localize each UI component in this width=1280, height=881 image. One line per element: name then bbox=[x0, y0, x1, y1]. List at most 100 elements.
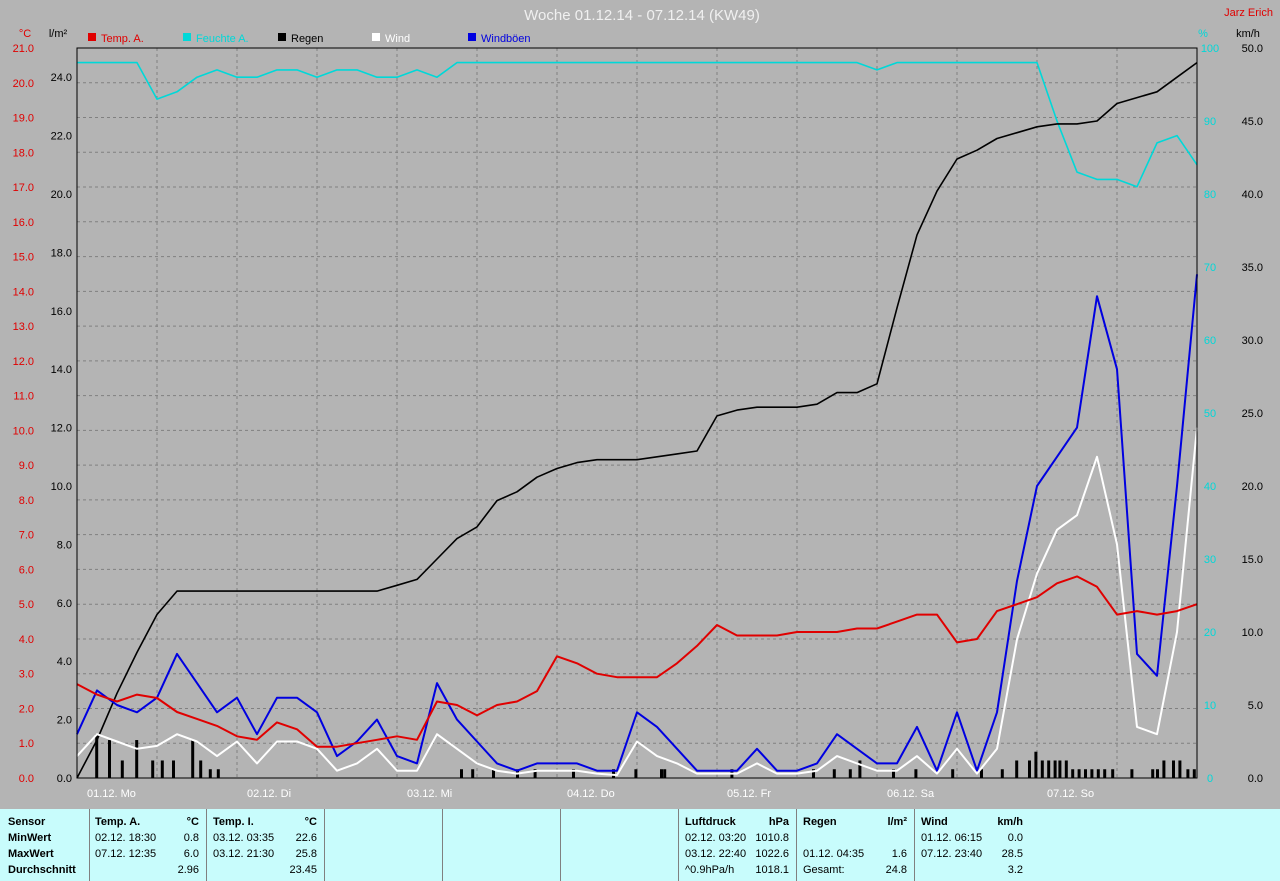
pressure-tick-label: 70 bbox=[1204, 262, 1216, 274]
rain-tick-label: 16.0 bbox=[51, 306, 72, 318]
wind-head: Wind bbox=[921, 816, 948, 828]
legend-label: Windböen bbox=[481, 33, 531, 45]
rain-total: 24.8 bbox=[885, 864, 907, 876]
rain-bar bbox=[120, 760, 124, 778]
wind-min-val: 0.0 bbox=[1007, 832, 1023, 844]
pressure-unit-label: % bbox=[1198, 28, 1208, 40]
rain-bar bbox=[892, 769, 895, 778]
temp-a-min-val: 0.8 bbox=[183, 832, 199, 844]
pressure-tick-label: 20 bbox=[1204, 627, 1216, 639]
legend-label: Feuchte A. bbox=[196, 33, 249, 45]
rain-bar bbox=[199, 760, 203, 778]
pressure-max-time: 03.12. 22:40 bbox=[685, 848, 747, 860]
rain-bars bbox=[95, 734, 1196, 778]
temp-i-max-val: 25.8 bbox=[295, 848, 317, 860]
pressure-trend: ^0.9hPa/h bbox=[685, 864, 735, 876]
wind-tick-label: 10.0 bbox=[1242, 627, 1263, 639]
temp-tick-label: 2.0 bbox=[19, 703, 34, 715]
rain-bar bbox=[1047, 760, 1051, 778]
rain-bar bbox=[1130, 769, 1134, 778]
legend-swatch bbox=[372, 33, 380, 41]
series-line-temp-a- bbox=[76, 575, 1198, 748]
day-label: 06.12. Sa bbox=[887, 788, 935, 800]
rain-bar bbox=[172, 760, 175, 778]
wind-tick-label: 20.0 bbox=[1242, 481, 1263, 493]
chart-grid bbox=[77, 48, 1197, 778]
series-line-wind bbox=[76, 427, 1198, 777]
pressure-tick-label: 40 bbox=[1204, 481, 1216, 493]
wind-tick-label: 45.0 bbox=[1242, 116, 1263, 128]
rain-tick-label: 18.0 bbox=[51, 247, 72, 259]
rain-bar bbox=[612, 769, 615, 778]
rain-bar bbox=[980, 769, 983, 778]
rain-bar bbox=[634, 769, 638, 778]
rain-bar bbox=[1058, 760, 1062, 778]
pressure-tick-label: 80 bbox=[1204, 189, 1216, 201]
rain-bar bbox=[812, 769, 815, 778]
day-label: 03.12. Mi bbox=[407, 788, 452, 800]
rain-bar bbox=[1103, 769, 1107, 778]
pressure-tick-label: 10 bbox=[1204, 700, 1216, 712]
rain-bar bbox=[663, 769, 667, 778]
chart-title: Woche 01.12.14 - 07.12.14 (KW49) bbox=[524, 7, 760, 24]
rain-bar bbox=[216, 769, 220, 778]
stats-pressure-col: Luftdruck hPa 02.12. 03:20 1010.8 03.12.… bbox=[678, 809, 796, 881]
stats-rain-col: Regen l/m² 01.12. 04:35 1.6 Gesamt: 24.8 bbox=[796, 809, 914, 881]
legend-label: Wind bbox=[385, 33, 410, 45]
temp-i-head: Temp. I. bbox=[213, 816, 254, 828]
rain-bar bbox=[1015, 760, 1019, 778]
rain-bar bbox=[1192, 769, 1196, 778]
temp-a-max-val: 6.0 bbox=[183, 848, 199, 860]
rain-bar bbox=[1077, 769, 1081, 778]
rain-bar bbox=[108, 740, 111, 778]
temp-tick-label: 15.0 bbox=[13, 252, 34, 264]
rain-bar bbox=[914, 769, 918, 778]
rain-bar bbox=[1028, 760, 1031, 778]
author-label: Jarz Erich bbox=[1224, 7, 1273, 19]
rain-tick-label: 6.0 bbox=[57, 598, 72, 610]
wind-tick-label: 30.0 bbox=[1242, 335, 1263, 347]
rain-tick-label: 8.0 bbox=[57, 539, 72, 551]
series-line-regen bbox=[76, 61, 1198, 779]
rain-bar bbox=[1071, 769, 1075, 778]
temp-tick-label: 10.0 bbox=[13, 425, 34, 437]
wind-avg: 3.2 bbox=[1007, 864, 1023, 876]
legend-swatch bbox=[88, 33, 96, 41]
weather-chart: Woche 01.12.14 - 07.12.14 (KW49) Jarz Er… bbox=[13, 7, 1273, 800]
day-label: 07.12. So bbox=[1047, 788, 1094, 800]
temp-tick-label: 0.0 bbox=[19, 773, 34, 785]
temp-tick-label: 14.0 bbox=[13, 286, 34, 298]
temp-tick-label: 7.0 bbox=[19, 530, 34, 542]
rain-bar bbox=[1172, 760, 1175, 778]
wind-unit: km/h bbox=[997, 816, 1023, 828]
plot-frame bbox=[76, 47, 1198, 779]
legend-label: Regen bbox=[291, 33, 323, 45]
stats-min-label: MinWert bbox=[8, 832, 52, 844]
rain-bar bbox=[1186, 769, 1190, 778]
wind-max-time: 07.12. 23:40 bbox=[921, 848, 983, 860]
rain-bar bbox=[848, 769, 852, 778]
rain-bar bbox=[160, 760, 164, 778]
pressure-max-val: 1022.6 bbox=[755, 848, 789, 860]
day-label: 05.12. Fr bbox=[727, 788, 771, 800]
temp-a-max-time: 07.12. 12:35 bbox=[95, 848, 157, 860]
stats-empty-col-2 bbox=[442, 809, 560, 881]
axis-ticks: 21.0 20.0 19.0 18.0 17.0 16.0 15.0 14.0 13.0 12.0… bbox=[13, 43, 1263, 800]
temp-tick-label: 5.0 bbox=[19, 599, 34, 611]
wind-max-val: 28.5 bbox=[1001, 848, 1023, 860]
rain-bar bbox=[858, 760, 862, 778]
legend-swatch bbox=[468, 33, 476, 41]
stats-wind-col: Wind km/h 01.12. 06:15 0.0 07.12. 23:40 … bbox=[914, 809, 1030, 881]
rain-bar bbox=[135, 740, 139, 778]
rain-tick-label: 20.0 bbox=[51, 189, 72, 201]
rain-tick-label: 12.0 bbox=[51, 423, 72, 435]
pressure-min-time: 02.12. 03:20 bbox=[685, 832, 747, 844]
rain-bar bbox=[191, 740, 195, 778]
day-label: 02.12. Di bbox=[247, 788, 291, 800]
rain-tick-label: 10.0 bbox=[51, 481, 72, 493]
temp-i-avg: 23.45 bbox=[289, 864, 317, 876]
temp-tick-label: 12.0 bbox=[13, 356, 34, 368]
pressure-tick-label: 100 bbox=[1201, 43, 1219, 55]
rain-bar bbox=[1156, 769, 1159, 778]
temp-unit-label: °C bbox=[19, 28, 31, 40]
